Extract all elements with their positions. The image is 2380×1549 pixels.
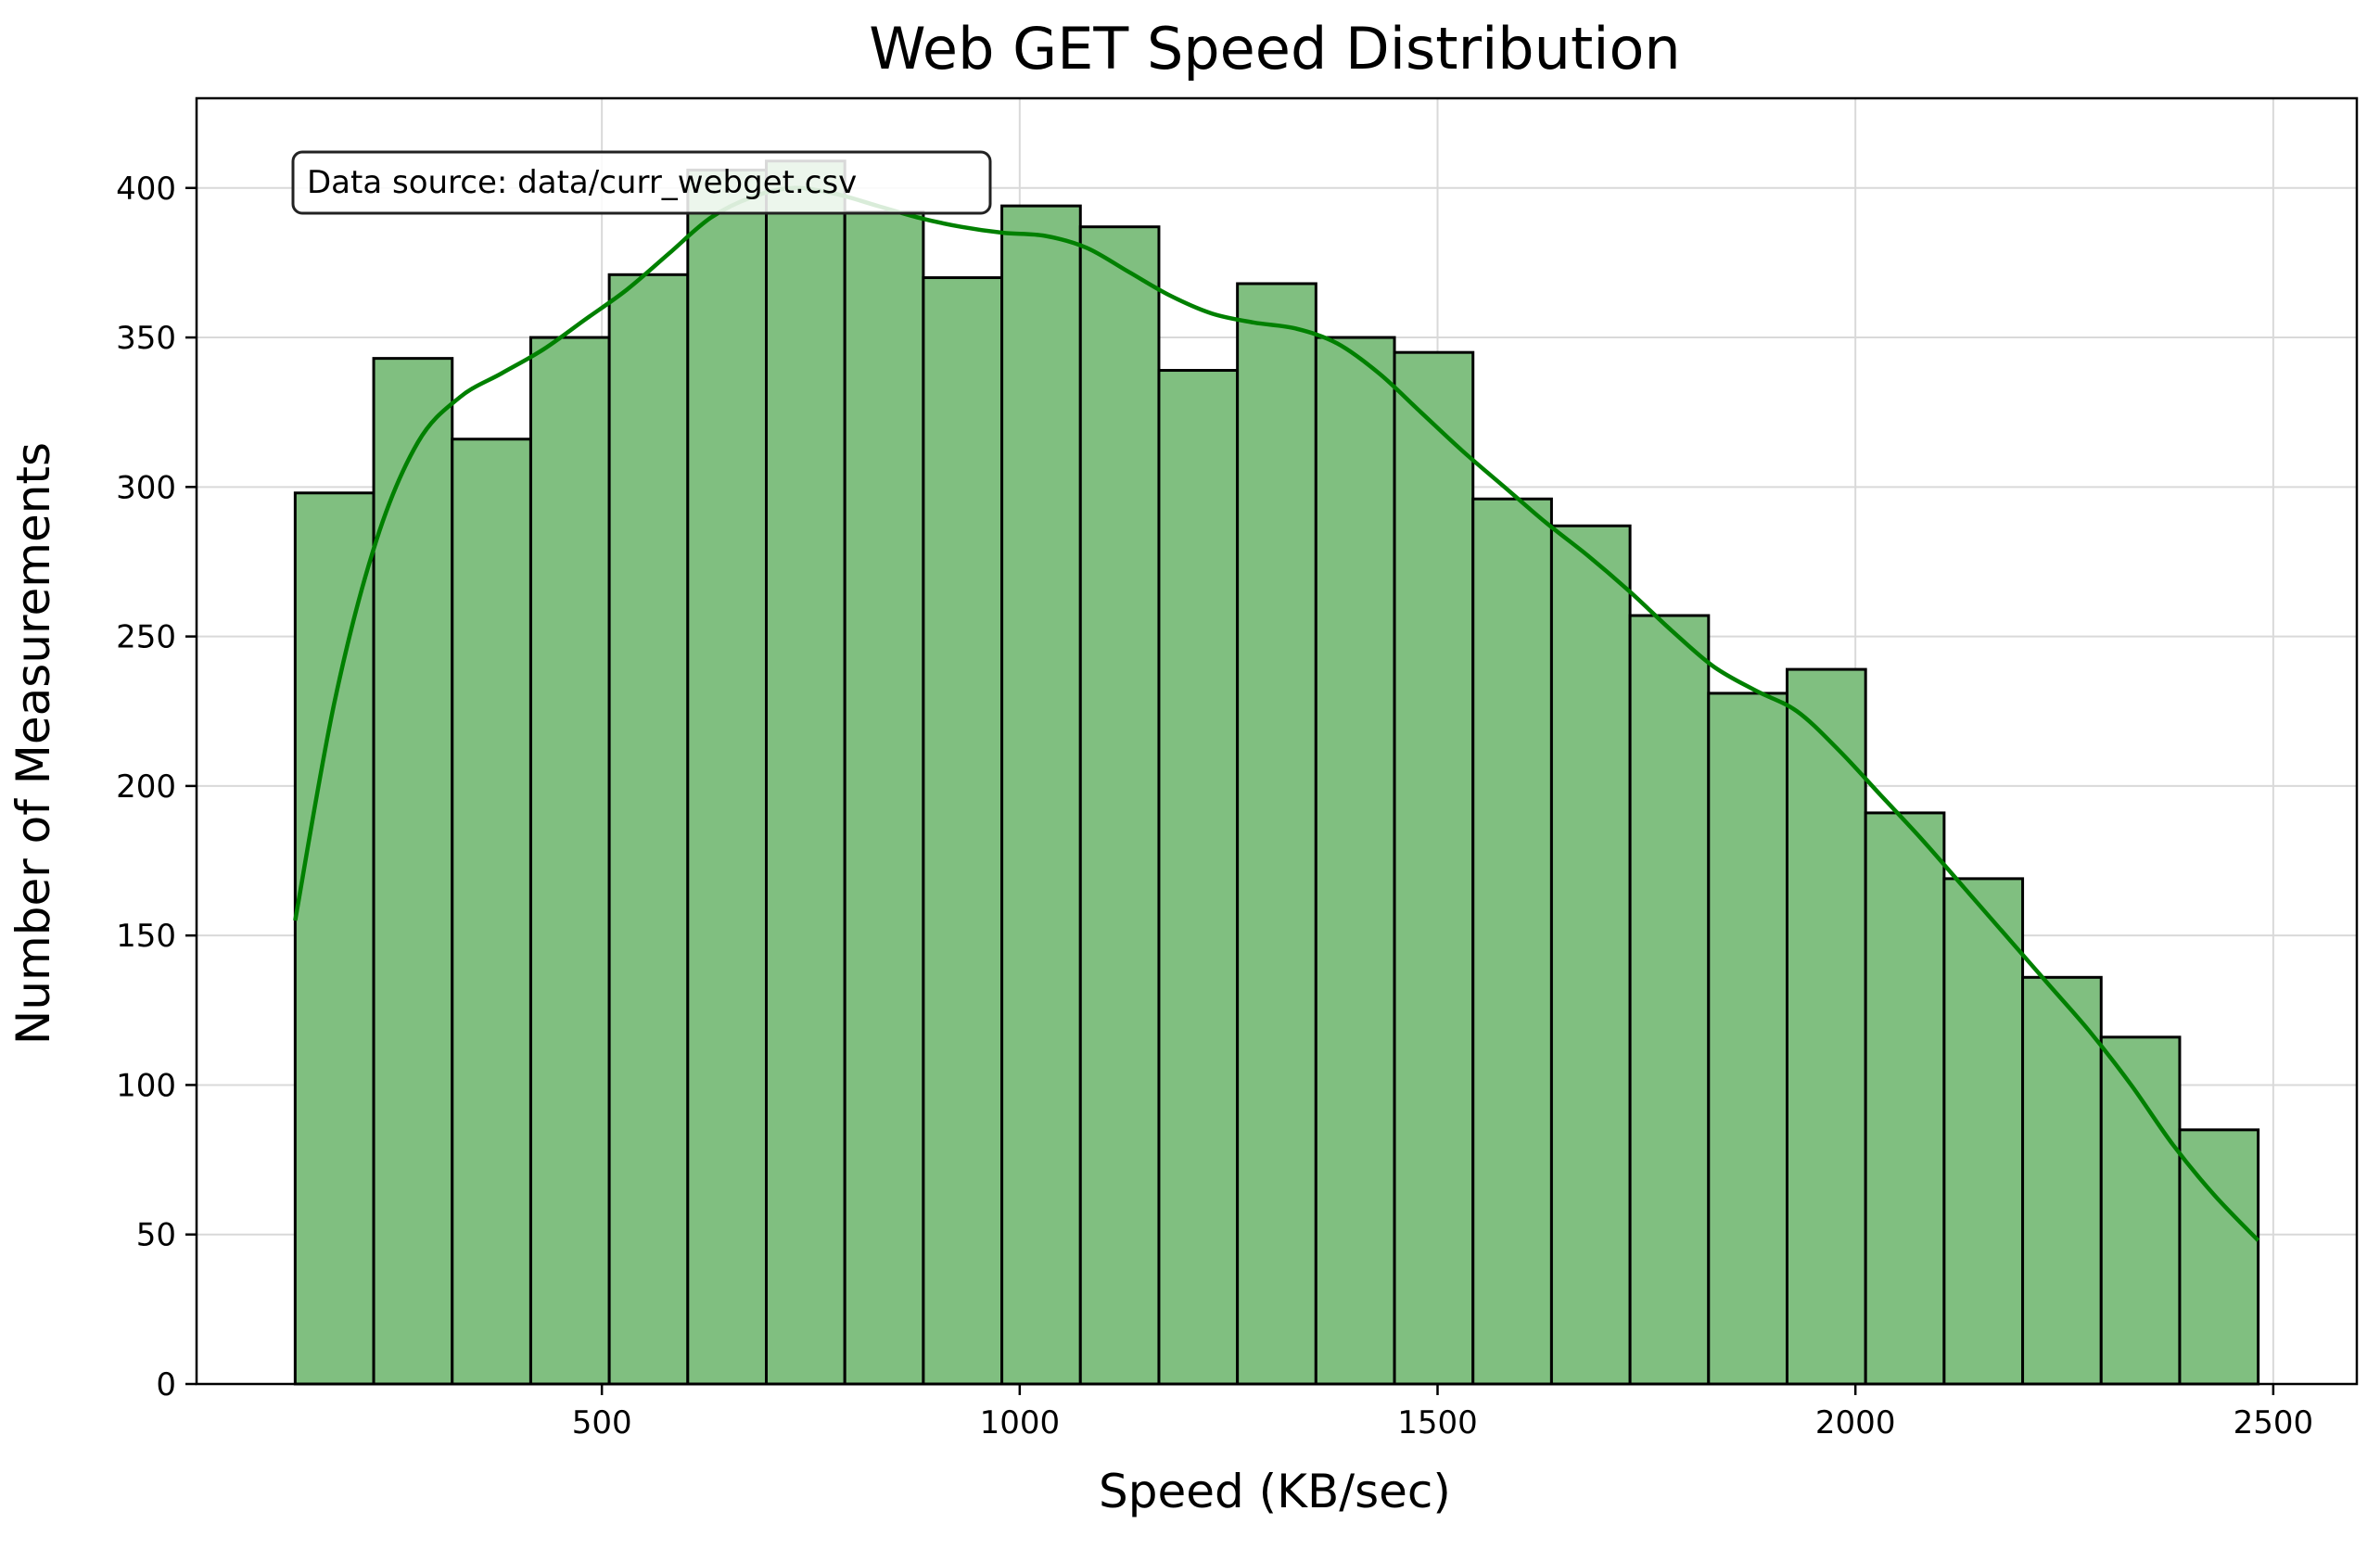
- y-tick-label: 150: [116, 918, 176, 955]
- histogram-bar: [2021, 975, 2103, 1386]
- y-tick-label: 250: [116, 619, 176, 656]
- histogram-bar: [1942, 877, 2025, 1386]
- histogram-bar: [1236, 282, 1317, 1386]
- histogram-bar: [2099, 1035, 2182, 1386]
- histogram-bar: [1000, 204, 1082, 1386]
- histogram-bar: [1078, 225, 1161, 1386]
- histogram-bar: [1785, 667, 1867, 1386]
- histogram-bar: [451, 438, 532, 1386]
- kde-layer: [293, 185, 2260, 1242]
- y-tick-label: 300: [116, 469, 176, 506]
- histogram-bar: [1314, 336, 1396, 1386]
- y-tick-label: 400: [116, 171, 176, 208]
- histogram-bar: [1628, 614, 1711, 1386]
- annotation-text: Data source: data/curr_webget.csv: [307, 164, 857, 201]
- x-axis-label: Speed (KB/sec): [1099, 1465, 1451, 1518]
- histogram-bar: [293, 491, 375, 1386]
- y-tick-label: 0: [156, 1366, 176, 1403]
- x-tick-label: 1500: [1397, 1404, 1478, 1441]
- x-tick-label: 500: [572, 1404, 632, 1441]
- histogram-bar: [607, 273, 690, 1386]
- histogram-bar: [528, 336, 611, 1386]
- histogram-bar: [1393, 350, 1475, 1386]
- ticks-layer: 500 1000 1500 2000 2500 0 50 100 150 200 250 300 350…: [116, 171, 2313, 1441]
- histogram-bar: [1157, 369, 1240, 1386]
- chart-title: Web GET Speed Distribution: [869, 15, 1680, 83]
- histogram-bar: [1864, 811, 1946, 1386]
- bars-layer: [293, 159, 2260, 1386]
- axes-frame: [195, 96, 2359, 1386]
- histogram-bar: [1471, 497, 1553, 1386]
- histogram-bar: [686, 168, 769, 1386]
- annotation-box: Data source: data/curr_webget.csv: [291, 150, 992, 215]
- y-tick-label: 50: [136, 1217, 176, 1254]
- histogram-bar: [765, 159, 846, 1386]
- histogram-bar: [922, 276, 1004, 1386]
- y-tick-label: 350: [116, 320, 176, 357]
- histogram-bar: [1707, 692, 1788, 1386]
- annotation-box-border: [291, 150, 992, 215]
- y-tick-label: 100: [116, 1067, 176, 1104]
- histogram-bar: [843, 210, 925, 1386]
- x-tick-label: 2500: [2234, 1404, 2314, 1441]
- x-tick-label: 1000: [980, 1404, 1061, 1441]
- plot-frame: [195, 96, 2359, 1386]
- y-tick-label: 200: [116, 768, 176, 806]
- x-tick-label: 2000: [1815, 1404, 1896, 1441]
- histogram-bar: [1549, 524, 1632, 1386]
- histogram-bar: [2178, 1128, 2260, 1386]
- kde-curve: [293, 185, 2260, 1242]
- y-axis-label: Number of Measurements: [6, 442, 60, 1045]
